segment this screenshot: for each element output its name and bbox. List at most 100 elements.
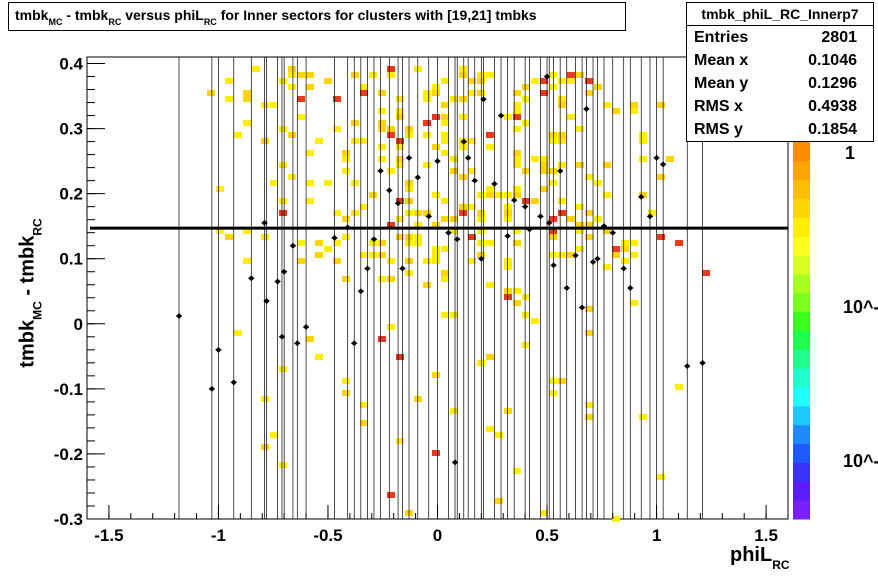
- heatmap-cell: [351, 120, 359, 126]
- stats-box: tmbk_phiL_RC_Innerp7 Entries 2801 Mean x…: [686, 2, 874, 142]
- heatmap-cell: [450, 228, 458, 234]
- heatmap-cell: [423, 120, 431, 126]
- x-tick-label: -0.5: [313, 526, 342, 545]
- heatmap-cell: [603, 192, 611, 198]
- heatmap-cell: [378, 126, 386, 132]
- stats-row-entries: Entries 2801: [687, 26, 873, 49]
- heatmap-cell: [441, 114, 449, 120]
- heatmap-cell: [423, 132, 431, 138]
- profile-point: [498, 112, 505, 119]
- heatmap-cell: [675, 384, 683, 390]
- heatmap-cell: [360, 402, 368, 408]
- x-tick-label: 0: [433, 526, 442, 545]
- heatmap-cell: [531, 156, 539, 162]
- heatmap-cell: [279, 210, 287, 216]
- palette-cell: [793, 443, 810, 463]
- heatmap-cell: [621, 240, 629, 246]
- heatmap-cell: [468, 138, 476, 144]
- profile-point: [230, 379, 237, 386]
- heatmap-cell: [441, 270, 449, 276]
- heatmap-cell: [513, 90, 521, 96]
- title-part: for Inner sectors for clusters with [19,…: [216, 7, 537, 23]
- profile-point: [395, 200, 402, 207]
- heatmap-cell: [468, 204, 476, 210]
- heatmap-cell: [360, 84, 368, 90]
- heatmap-cell: [468, 168, 476, 174]
- heatmap-cell: [441, 276, 449, 282]
- profile-point: [609, 229, 616, 236]
- heatmap-cell: [567, 252, 575, 258]
- heatmap-cell: [603, 264, 611, 270]
- heatmap-cell: [576, 162, 584, 168]
- heatmap-cell: [450, 312, 458, 318]
- heatmap-cell: [558, 96, 566, 102]
- heatmap-cell: [306, 150, 314, 156]
- heatmap-cell: [387, 168, 395, 174]
- title-part: - tmbk: [62, 7, 109, 23]
- heatmap-cell: [432, 258, 440, 264]
- profile-point: [563, 285, 570, 291]
- heatmap-cell: [378, 156, 386, 162]
- heatmap-cell: [369, 240, 377, 246]
- heatmap-cell: [333, 96, 341, 102]
- heatmap-cell: [423, 210, 431, 216]
- stats-label: Mean x: [694, 52, 749, 69]
- profile-point: [331, 234, 338, 241]
- heatmap-cell: [279, 366, 287, 372]
- heatmap-cell: [513, 162, 521, 168]
- heatmap-cell: [639, 156, 647, 162]
- heatmap-cell: [540, 90, 548, 96]
- heatmap-cell: [594, 84, 602, 90]
- heatmap-cell: [315, 240, 323, 246]
- heatmap-cell: [558, 198, 566, 204]
- heatmap-cell: [558, 138, 566, 144]
- palette-cell: [793, 405, 810, 426]
- heatmap-cell: [513, 228, 521, 234]
- heatmap-cell: [243, 90, 251, 96]
- heatmap-cell: [279, 162, 287, 168]
- heatmap-cell: [558, 252, 566, 258]
- heatmap-cell: [540, 162, 548, 168]
- heatmap-cell: [603, 228, 611, 234]
- heatmap-cell: [297, 72, 305, 78]
- heatmap-cell: [450, 156, 458, 162]
- stats-title: tmbk_phiL_RC_Innerp7: [687, 3, 873, 26]
- profile-point: [684, 363, 691, 370]
- profile-point: [289, 242, 296, 249]
- heatmap-cell: [504, 216, 512, 222]
- heatmap-cell: [225, 96, 233, 102]
- heatmap-cell: [513, 126, 521, 132]
- heatmap-cell: [576, 228, 584, 234]
- heatmap-cell: [630, 252, 638, 258]
- x-tick-label: 1: [652, 526, 661, 545]
- heatmap-cell: [387, 258, 395, 264]
- heatmap-cell: [549, 72, 557, 78]
- heatmap-cell: [387, 72, 395, 78]
- profile-point: [364, 265, 371, 272]
- heatmap-cell: [576, 126, 584, 132]
- heatmap-cell: [423, 96, 431, 102]
- heatmap-cell: [459, 174, 467, 180]
- x-axis-label: phiLRC: [730, 544, 790, 572]
- x-tick-label: 1.5: [754, 526, 778, 545]
- heatmap-cell: [657, 474, 665, 480]
- heatmap-cell: [639, 414, 647, 420]
- profile-point: [491, 180, 498, 187]
- heatmap-cell: [585, 90, 593, 96]
- heatmap-cell: [549, 168, 557, 174]
- heatmap-cell: [567, 216, 575, 222]
- palette-cell: [793, 142, 810, 162]
- heatmap-cell: [441, 78, 449, 84]
- heatmap-cell: [594, 216, 602, 222]
- heatmap-cell: [360, 420, 368, 426]
- heatmap-cell: [225, 234, 233, 240]
- heatmap-cell: [441, 216, 449, 222]
- chart-title: tmbkMC - tmbkRC versus phiLRC for Inner …: [15, 7, 537, 27]
- profile-point: [434, 158, 441, 165]
- profile-point: [406, 154, 413, 161]
- heatmap-cell: [432, 144, 440, 150]
- title-sub: MC: [48, 17, 63, 27]
- palette-label-1: 1: [845, 143, 855, 163]
- profile-point: [386, 187, 393, 194]
- heatmap-cell: [297, 258, 305, 264]
